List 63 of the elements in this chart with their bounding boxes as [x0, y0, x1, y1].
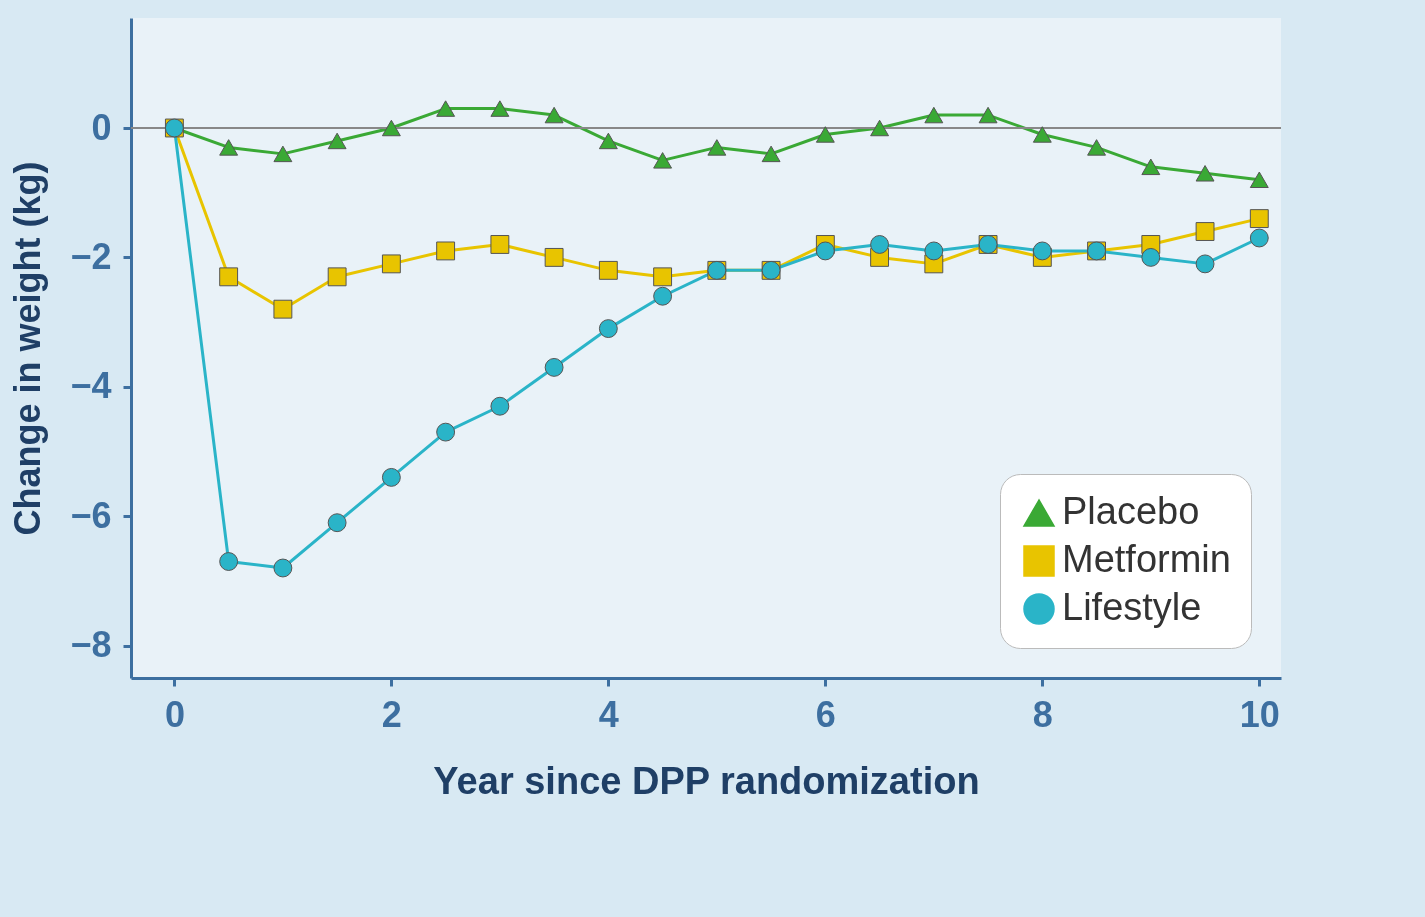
- point: [436, 241, 456, 261]
- point: [1195, 165, 1215, 182]
- x-tick-label: 4: [598, 693, 619, 735]
- point: [870, 119, 890, 137]
- point: [924, 106, 944, 124]
- point: [544, 357, 564, 377]
- point: [327, 513, 347, 533]
- x-tick-label: 2: [381, 693, 402, 735]
- point: [1141, 247, 1161, 267]
- x-tick-label: 10: [1239, 693, 1280, 735]
- point: [219, 267, 239, 287]
- point: [1249, 171, 1269, 189]
- legend-label: Metformin: [1062, 538, 1231, 580]
- x-tick-label: 8: [1032, 693, 1053, 735]
- point: [598, 132, 618, 150]
- point: [870, 235, 890, 254]
- legend-label: Placebo: [1062, 490, 1200, 532]
- point: [381, 467, 401, 487]
- point: [815, 241, 835, 261]
- y-tick-label: −2: [70, 235, 112, 277]
- legend-label: Lifestyle: [1062, 586, 1202, 628]
- point: [273, 145, 293, 163]
- point: [1032, 241, 1052, 261]
- point: [273, 299, 293, 319]
- point: [490, 396, 510, 416]
- point: [978, 106, 998, 124]
- point: [219, 139, 239, 156]
- point: [436, 422, 456, 442]
- point: [1032, 126, 1052, 143]
- point: [653, 286, 673, 306]
- x-tick-label: 0: [164, 693, 185, 735]
- y-axis-title: Change in weight (kg): [7, 161, 49, 536]
- point: [1141, 158, 1161, 176]
- y-tick-label: 0: [91, 106, 112, 148]
- point: [436, 100, 456, 117]
- point: [1249, 209, 1269, 229]
- point: [1087, 139, 1107, 156]
- point: [815, 126, 835, 143]
- point: [598, 319, 618, 339]
- point: [544, 247, 564, 267]
- point: [327, 132, 347, 150]
- y-tick-label: −4: [70, 365, 112, 407]
- point: [381, 254, 401, 274]
- point: [219, 552, 239, 571]
- point: [653, 267, 673, 287]
- point: [327, 267, 347, 287]
- point: [1195, 222, 1215, 241]
- point: [924, 241, 944, 261]
- point: [1249, 228, 1269, 248]
- point: [490, 100, 510, 117]
- point: [761, 145, 781, 163]
- point: [1195, 254, 1215, 274]
- point: [273, 558, 293, 578]
- point: [381, 119, 401, 137]
- y-tick-label: −8: [70, 624, 112, 666]
- point: [544, 106, 564, 124]
- x-tick-label: 6: [815, 693, 836, 735]
- point: [598, 260, 618, 280]
- point: [490, 235, 510, 254]
- x-axis-title: Year since DPP randomization: [433, 759, 980, 802]
- point: [653, 152, 673, 169]
- y-tick-label: −6: [70, 494, 112, 536]
- point: [707, 139, 727, 156]
